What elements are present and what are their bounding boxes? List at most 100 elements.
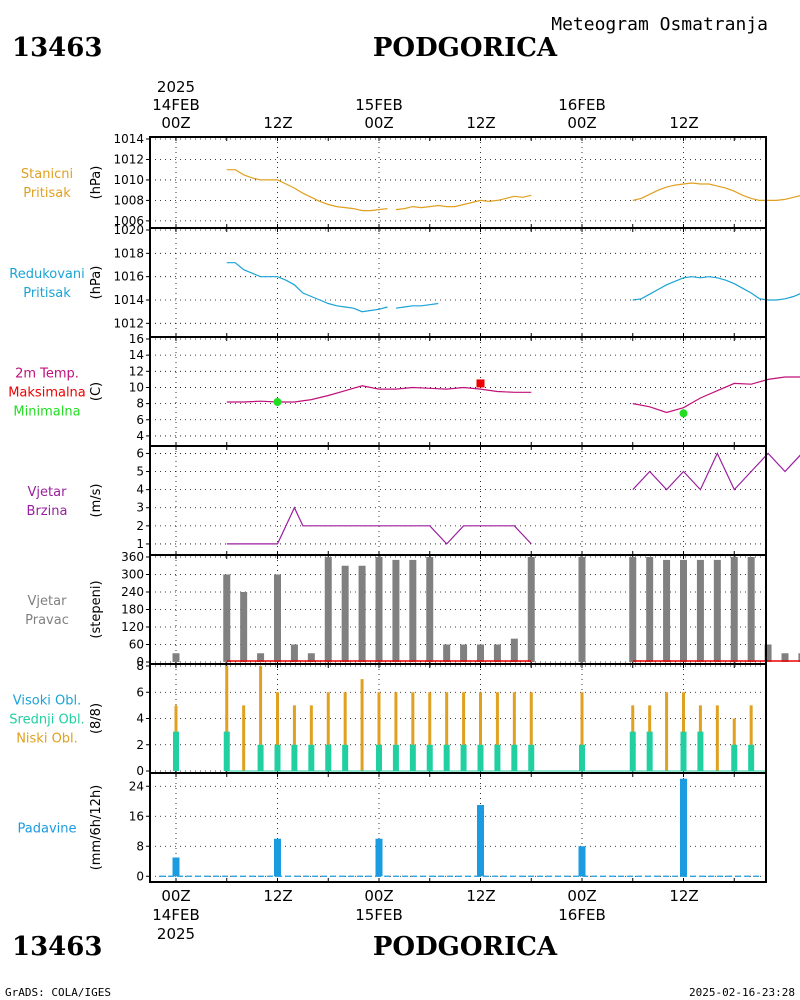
station-name-bottom: PODGORICA <box>373 932 558 962</box>
day-label-bottom-3: 16FEB <box>558 906 605 924</box>
station-pressure-ytick-label: 1010 <box>113 173 144 187</box>
wind-direction-ytick-label: 60 <box>129 638 144 652</box>
credit-text: GrADS: COLA/IGES <box>5 986 111 999</box>
cloud-cover-bar <box>409 744 416 771</box>
temperature-min-marker <box>679 409 688 418</box>
cloud-cover-bar <box>428 692 432 771</box>
cloud-cover-bar <box>291 744 298 771</box>
cloud-cover-bar <box>511 744 518 771</box>
wind-direction-bar <box>172 653 180 662</box>
cloud-cover-ytick-label: 2 <box>136 738 144 752</box>
wind-speed-ytick-label: 6 <box>136 446 144 460</box>
temperature-legend-label: 2m Temp. <box>15 367 79 382</box>
wind-direction-bar <box>443 644 451 662</box>
wind-direction-bar <box>730 557 738 662</box>
wind-direction-bar <box>510 638 518 662</box>
hour-label-bottom-3: 00Z <box>364 887 393 905</box>
cloud-cover-bar <box>646 731 653 771</box>
station-name-top: PODGORICA <box>373 33 558 63</box>
reduced-pressure-ytick-label: 1016 <box>113 270 144 284</box>
cloud-cover-bar <box>460 744 467 771</box>
wind-direction-ytick-label: 360 <box>121 550 144 564</box>
cloud-cover-bar <box>495 692 499 771</box>
cloud-cover-bar <box>748 744 755 771</box>
hour-label-top-2: 12Z <box>263 114 292 132</box>
wind-direction-bar <box>375 557 383 662</box>
precipitation-ytick-label: 16 <box>129 809 144 823</box>
station-pressure-ytick-label: 1014 <box>113 132 144 146</box>
reduced-pressure-legend-label: Redukovani <box>9 267 84 282</box>
precipitation-bar <box>578 846 586 877</box>
wind-speed-ytick-label: 5 <box>136 465 144 479</box>
wind-direction-bar <box>663 559 671 662</box>
wind-direction-ytick-label: 300 <box>121 568 144 582</box>
reduced-pressure-series-line <box>395 302 439 309</box>
hour-label-bottom-1: 00Z <box>161 887 190 905</box>
wind-direction-bar <box>358 565 366 662</box>
cloud-cover-bar <box>394 692 398 771</box>
wind-direction-ytick-label: 120 <box>121 620 144 634</box>
wind-direction-bar <box>696 559 704 662</box>
wind-speed-legend-label: Vjetar <box>28 485 68 500</box>
station-pressure-series-line <box>395 194 532 211</box>
cloud-cover-bar <box>225 666 229 771</box>
wind-direction-ylabel: (stepeni) <box>89 580 104 638</box>
cloud-cover-bar <box>697 731 704 771</box>
wind-direction-bar <box>646 557 654 662</box>
precipitation-bar <box>477 805 484 877</box>
cloud-cover-legend-label: Visoki Obl. <box>13 694 81 709</box>
cloud-cover-ytick-label: 6 <box>136 685 144 699</box>
reduced-pressure-ylabel: (hPa) <box>89 266 104 300</box>
station-pressure-series-line <box>226 169 388 212</box>
precipitation-frame <box>149 772 767 883</box>
day-label-top-2: 15FEB <box>355 96 402 114</box>
cloud-cover-bar <box>342 744 349 771</box>
wind-direction-bar <box>274 574 281 662</box>
temperature-ytick-label: 16 <box>129 332 144 346</box>
cloud-cover-ytick-label: 8 <box>136 659 144 673</box>
station-pressure-panel: 1006 1008 1010 1012 1014 (hPa) Stanicni Pritisa… <box>21 132 800 229</box>
wind-direction-ytick-label: 180 <box>121 603 144 617</box>
wind-direction-bar <box>409 559 417 662</box>
day-label-bottom-2: 15FEB <box>355 906 402 924</box>
wind-direction-bar <box>257 653 265 662</box>
year-label-top: 2025 <box>157 78 195 96</box>
wind-direction-legend-label: Vjetar <box>28 594 68 609</box>
wind-direction-panel: 0 60 120 180 240 300 360 (stepeni) Vjetar Pravac <box>25 550 800 669</box>
station-id-top: 13463 <box>12 33 102 63</box>
cloud-cover-bar <box>223 731 230 771</box>
hour-label-bottom-2: 12Z <box>263 887 292 905</box>
cloud-cover-bar <box>292 705 296 771</box>
cloud-cover-bar <box>512 692 516 771</box>
station-pressure-series-line <box>632 182 800 201</box>
reduced-pressure-legend-label: Pritisak <box>23 286 71 301</box>
wind-direction-bar <box>240 592 248 662</box>
temperature-ytick-label: 6 <box>136 413 144 427</box>
wind-speed-ytick-label: 3 <box>136 501 144 515</box>
cloud-cover-bar <box>411 692 415 771</box>
wind-direction-bar <box>680 559 687 662</box>
temperature-max-marker <box>476 379 485 388</box>
cloud-cover-ytick-label: 4 <box>136 712 144 726</box>
wind-direction-bar <box>460 644 468 662</box>
temperature-min-marker <box>273 398 282 406</box>
wind-direction-ytick-label: 240 <box>121 585 144 599</box>
wind-direction-bar <box>747 557 755 662</box>
cloud-cover-bar <box>274 744 281 771</box>
wind-direction-bar <box>781 653 789 662</box>
wind-speed-series-line <box>632 451 800 491</box>
wind-direction-bar <box>324 557 332 662</box>
temperature-panel: 4 6 8 10 12 14 16 (C) 2m Temp. Maksimalna Minimaln… <box>8 332 800 447</box>
wind-speed-ytick-label: 4 <box>136 483 144 497</box>
reduced-pressure-ytick-label: 1012 <box>113 316 144 330</box>
precipitation-ylabel: (mm/6h/12h) <box>89 785 104 871</box>
reduced-pressure-series-line <box>632 276 800 301</box>
wind-direction-ytick-label: 0 <box>136 655 144 669</box>
cloud-cover-bar <box>376 744 382 771</box>
wind-direction-legend-label: Pravac <box>25 613 69 628</box>
reduced-pressure-ytick-label: 1018 <box>113 246 144 260</box>
wind-direction-bar <box>341 565 349 662</box>
cloud-cover-bar <box>309 705 313 771</box>
cloud-cover-legend-label: Srednji Obl. <box>9 713 84 728</box>
cloud-cover-bar <box>392 744 399 771</box>
